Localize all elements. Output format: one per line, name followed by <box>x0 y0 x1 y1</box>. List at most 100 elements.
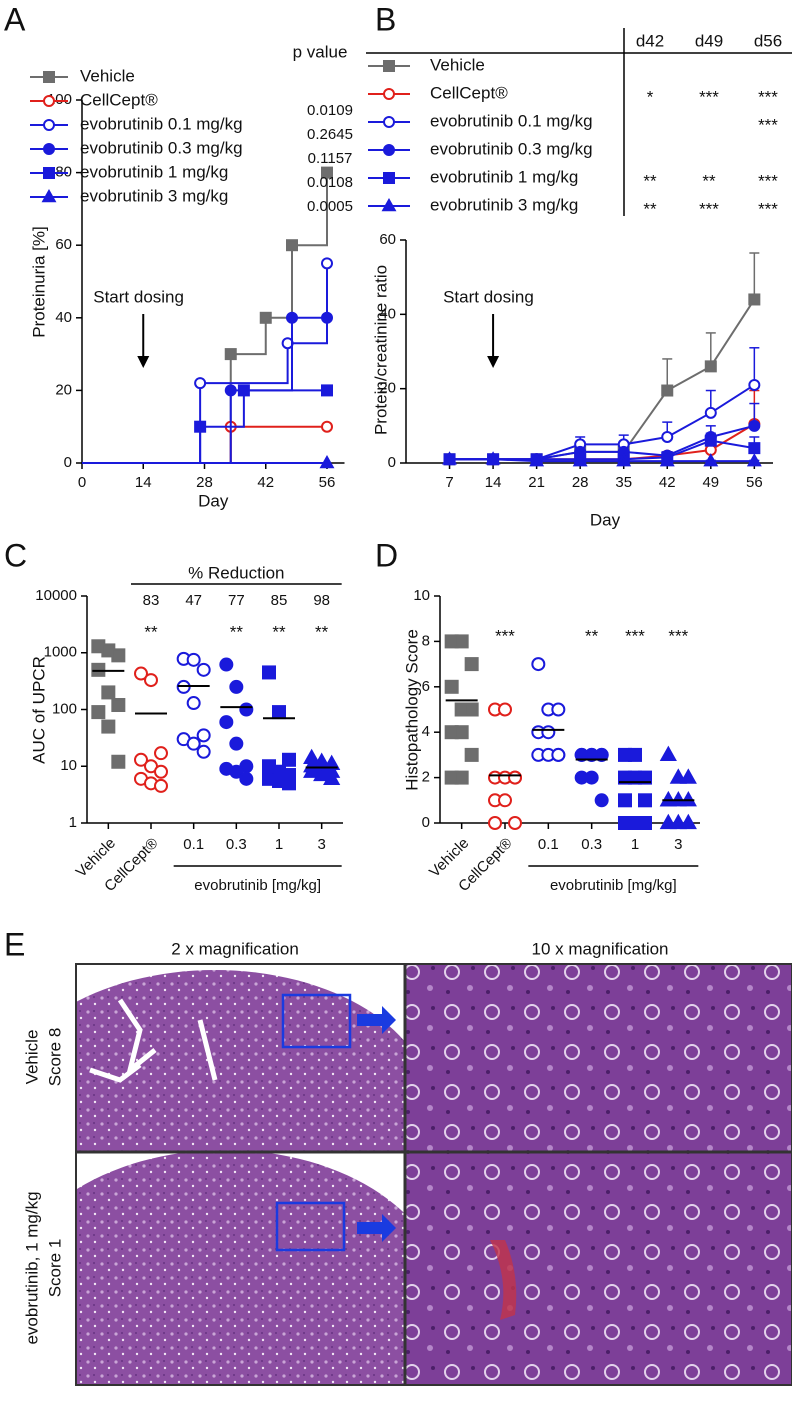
legend-label: evobrutinib 1 mg/kg <box>80 162 228 181</box>
marker <box>237 384 250 397</box>
marker <box>748 378 761 391</box>
reduction-value: 85 <box>271 592 288 609</box>
x-tick-label: 0.3 <box>581 836 602 853</box>
x-tick-label: 1 <box>275 836 283 853</box>
marker <box>383 88 395 100</box>
marker <box>464 702 479 717</box>
x-tick-label: 0.1 <box>538 836 559 853</box>
zoom-arrow <box>357 1006 396 1034</box>
panel-label: D <box>375 537 398 573</box>
x-tick-label: 42 <box>659 474 676 491</box>
marker <box>134 752 148 767</box>
p-value: 0.0005 <box>307 198 353 215</box>
marker <box>488 816 502 830</box>
annotation: Start dosing <box>93 287 184 306</box>
y-tick-label: 40 <box>55 309 72 326</box>
marker <box>661 430 674 443</box>
p-value: 0.1157 <box>308 150 353 167</box>
marker <box>704 406 717 419</box>
table-header: d49 <box>695 31 723 50</box>
marker <box>551 702 566 717</box>
y-axis-label: Proteinuria [%] <box>29 226 48 338</box>
x-tick-label: 14 <box>135 474 152 491</box>
significance: ** <box>230 622 244 641</box>
reduction-value: 47 <box>185 592 202 609</box>
marker <box>196 662 211 677</box>
marker <box>154 764 168 779</box>
marker <box>454 634 469 649</box>
marker <box>383 116 395 128</box>
marker <box>111 698 126 713</box>
marker <box>239 702 254 717</box>
marker <box>101 719 116 734</box>
panel-label: B <box>375 1 396 37</box>
legend-label: evobrutinib 0.1 mg/kg <box>430 111 593 130</box>
marker <box>679 813 697 830</box>
significance: * <box>647 87 654 106</box>
legend-label: evobrutinib 0.3 mg/kg <box>430 139 593 158</box>
marker <box>224 384 237 397</box>
significance: *** <box>495 626 515 645</box>
y-tick-label: 0 <box>422 814 430 831</box>
marker <box>321 384 333 397</box>
marker <box>442 451 457 465</box>
y-tick-label: 0 <box>388 454 396 471</box>
x-axis-label: Day <box>590 510 621 529</box>
marker <box>594 747 609 762</box>
histology-panel: 2 x magnification 10 x magnification Veh… <box>22 939 792 1386</box>
zoom-box <box>275 1201 346 1252</box>
x-tick-label: 3 <box>317 836 325 853</box>
x-tick-label: 49 <box>702 474 719 491</box>
marker <box>454 725 469 740</box>
marker <box>134 666 148 681</box>
image-magnified <box>406 965 791 1151</box>
marker <box>638 816 652 830</box>
group-label: evobrutinib [mg/kg] <box>550 877 677 894</box>
marker <box>323 769 341 785</box>
row-score: Score 1 <box>45 1239 64 1298</box>
marker <box>154 778 168 793</box>
marker <box>229 736 244 751</box>
marker <box>321 166 333 179</box>
marker <box>262 665 276 680</box>
marker <box>381 197 397 212</box>
marker <box>584 770 599 785</box>
marker <box>616 453 632 467</box>
x-tick-label: 21 <box>528 474 545 491</box>
column-title: 10 x magnification <box>531 939 668 958</box>
marker <box>91 662 106 677</box>
marker <box>703 453 719 467</box>
marker <box>239 771 254 786</box>
zoom-box <box>281 993 352 1049</box>
column-title: 2 x magnification <box>171 939 299 958</box>
marker <box>313 765 331 782</box>
y-tick-label: 1 <box>69 814 77 831</box>
reduction-value: 83 <box>143 592 160 609</box>
marker <box>101 685 116 700</box>
marker <box>704 360 717 373</box>
marker <box>594 793 609 808</box>
significance: ** <box>315 622 329 641</box>
panel-label: E <box>4 926 25 962</box>
p-value: 0.0109 <box>307 102 353 119</box>
marker <box>111 648 126 663</box>
marker <box>618 816 632 830</box>
marker <box>485 451 501 465</box>
marker <box>618 793 632 808</box>
marker <box>272 705 286 720</box>
significance: *** <box>668 626 688 645</box>
reduction-value: 98 <box>313 592 330 609</box>
marker <box>43 95 55 107</box>
marker <box>196 728 211 743</box>
vessel <box>490 1240 517 1320</box>
marker <box>186 652 201 667</box>
marker <box>321 420 333 433</box>
p-value: 0.2645 <box>307 126 353 143</box>
significance: ** <box>643 199 657 218</box>
y-tick-label: 60 <box>379 231 396 248</box>
significance: *** <box>758 171 778 190</box>
p-value-title: p value <box>293 42 348 61</box>
y-axis-label: Protein/creatinine ratio <box>371 265 390 435</box>
marker <box>748 442 761 455</box>
